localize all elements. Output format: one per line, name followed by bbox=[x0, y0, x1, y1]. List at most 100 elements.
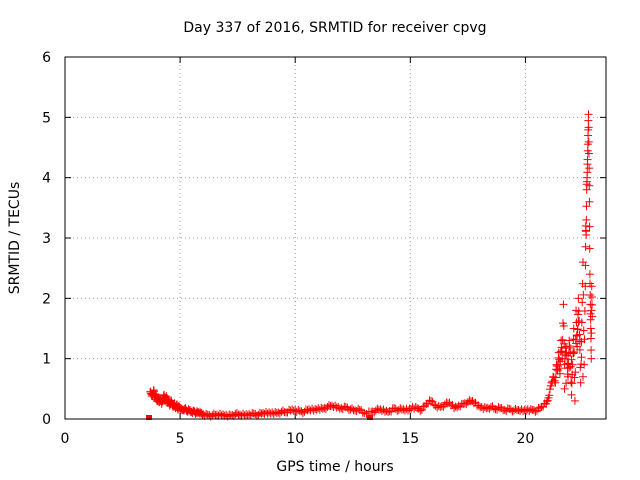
data-point bbox=[525, 406, 534, 415]
data-point bbox=[320, 404, 329, 413]
data-point bbox=[584, 123, 593, 132]
data-point bbox=[570, 373, 579, 382]
data-point bbox=[433, 403, 442, 412]
data-point bbox=[569, 324, 578, 333]
data-point bbox=[562, 379, 571, 388]
data-point bbox=[555, 355, 564, 364]
data-point bbox=[368, 407, 377, 416]
data-point bbox=[587, 354, 596, 363]
data-point bbox=[242, 410, 251, 419]
x-tick-label: 5 bbox=[176, 431, 185, 447]
data-point bbox=[569, 349, 578, 358]
data-point bbox=[297, 407, 306, 416]
data-point bbox=[542, 397, 551, 406]
y-tick-label: 3 bbox=[42, 231, 51, 247]
data-point bbox=[583, 160, 592, 169]
data-point bbox=[575, 345, 584, 354]
data-point bbox=[555, 364, 564, 373]
data-point bbox=[582, 177, 591, 186]
data-point bbox=[573, 310, 582, 319]
data-point bbox=[567, 378, 576, 387]
data-point bbox=[578, 372, 587, 381]
data-point bbox=[580, 335, 589, 344]
data-point bbox=[586, 291, 595, 300]
data-point bbox=[232, 408, 241, 417]
data-point bbox=[315, 405, 324, 414]
x-tick-label: 15 bbox=[401, 431, 419, 447]
data-point bbox=[554, 353, 563, 362]
data-point bbox=[470, 399, 479, 408]
chart-title: Day 337 of 2016, SRMTID for receiver cpv… bbox=[183, 20, 486, 36]
data-point bbox=[571, 368, 580, 377]
y-tick-label: 4 bbox=[42, 171, 51, 187]
data-point bbox=[581, 261, 590, 270]
data-points bbox=[146, 110, 597, 421]
data-point bbox=[545, 391, 554, 400]
data-point bbox=[575, 317, 584, 326]
data-point bbox=[578, 298, 587, 307]
axis-ticks: 0 5 10 15 20 0 1 2 3 4 5 6 bbox=[42, 50, 606, 447]
data-point bbox=[358, 408, 367, 417]
data-point bbox=[529, 406, 538, 415]
data-point bbox=[578, 279, 587, 288]
data-point bbox=[561, 350, 570, 359]
data-point bbox=[571, 335, 580, 344]
data-point bbox=[582, 215, 591, 224]
data-point bbox=[439, 402, 448, 411]
data-point bbox=[560, 384, 569, 393]
data-point bbox=[567, 390, 576, 399]
data-point bbox=[575, 337, 584, 346]
data-point bbox=[585, 197, 594, 206]
data-point bbox=[400, 406, 409, 415]
data-point bbox=[583, 168, 592, 177]
data-point bbox=[567, 355, 576, 364]
data-point bbox=[570, 396, 579, 405]
data-point bbox=[460, 399, 469, 408]
data-point bbox=[587, 346, 596, 355]
data-point bbox=[483, 403, 492, 412]
data-point bbox=[587, 329, 596, 338]
data-point bbox=[581, 242, 590, 251]
data-point bbox=[572, 331, 581, 340]
data-point bbox=[554, 362, 563, 371]
y-axis-label: SRMTID / TECUs bbox=[7, 182, 23, 295]
grid bbox=[65, 57, 606, 419]
data-point-zero bbox=[146, 415, 153, 420]
y-tick-label: 1 bbox=[42, 352, 51, 368]
data-point bbox=[583, 140, 592, 149]
data-point bbox=[585, 270, 594, 279]
data-point bbox=[586, 300, 595, 309]
y-tick-label: 5 bbox=[42, 110, 51, 126]
plot-frame bbox=[64, 56, 607, 420]
data-point bbox=[584, 137, 593, 146]
x-tick-label: 0 bbox=[61, 431, 70, 447]
data-point bbox=[585, 222, 594, 231]
y-tick-label: 6 bbox=[42, 50, 51, 66]
data-point bbox=[588, 300, 597, 309]
data-point bbox=[560, 339, 569, 348]
data-point bbox=[580, 306, 589, 315]
data-point bbox=[586, 324, 595, 333]
data-point bbox=[414, 404, 423, 413]
data-point bbox=[423, 399, 432, 408]
data-point bbox=[579, 290, 588, 299]
x-tick-label: 10 bbox=[286, 431, 304, 447]
data-point bbox=[545, 385, 554, 394]
data-point bbox=[550, 376, 559, 385]
data-point bbox=[576, 363, 585, 372]
data-point bbox=[543, 396, 552, 405]
x-axis-label: GPS time / hours bbox=[276, 459, 393, 475]
data-point bbox=[416, 406, 425, 415]
data-point bbox=[474, 401, 483, 410]
data-point bbox=[587, 293, 596, 302]
data-point bbox=[585, 164, 594, 173]
data-point bbox=[539, 402, 548, 411]
data-point bbox=[576, 378, 585, 387]
data-point bbox=[565, 363, 574, 372]
data-point-zero bbox=[367, 415, 374, 420]
data-point bbox=[556, 357, 565, 366]
data-point bbox=[579, 326, 588, 335]
data-point bbox=[465, 396, 474, 405]
data-point bbox=[558, 335, 567, 344]
